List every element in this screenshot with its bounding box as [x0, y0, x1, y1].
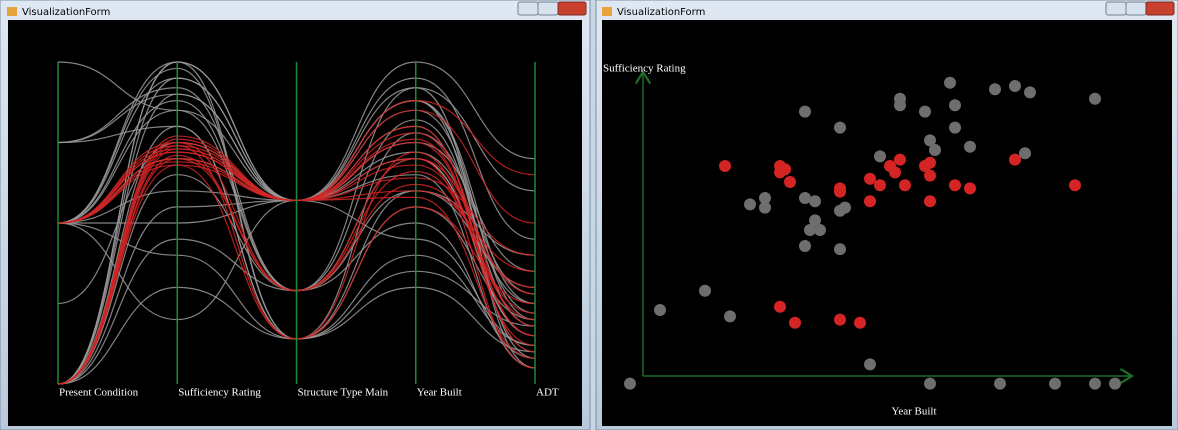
close-button[interactable] [557, 1, 587, 16]
point [719, 160, 731, 172]
axis-label: Present Condition [59, 387, 139, 399]
axis-label: Structure Type Main [298, 387, 389, 399]
point [874, 150, 886, 163]
point [894, 153, 906, 166]
point [1019, 147, 1031, 160]
maximize-button[interactable] [1125, 1, 1147, 16]
point [799, 105, 811, 118]
point [1069, 179, 1081, 192]
point [624, 377, 636, 390]
point [924, 134, 936, 147]
point [894, 99, 906, 112]
minimize-button[interactable] [517, 1, 539, 16]
point [774, 300, 786, 313]
point [1109, 377, 1121, 390]
point [789, 316, 801, 329]
y-axis-label: Sufficiency Rating [603, 63, 686, 75]
point [784, 176, 796, 188]
axis-label: Sufficiency Rating [178, 387, 261, 399]
point [924, 377, 936, 390]
point [929, 144, 941, 156]
point [874, 179, 886, 192]
window-title: VisualizationForm [22, 7, 110, 18]
point [1009, 80, 1021, 92]
window-right: VisualizationForm Sufficiency Rating Yea… [595, 0, 1178, 430]
point [699, 284, 711, 297]
point [724, 310, 736, 323]
point [809, 214, 821, 227]
axis-label: ADT [536, 387, 559, 399]
point [864, 172, 876, 185]
point [834, 185, 846, 198]
point [834, 313, 846, 326]
point [834, 121, 846, 134]
point [744, 198, 756, 211]
point [759, 192, 771, 204]
axis-label: Year Built [417, 387, 462, 399]
point [1089, 377, 1101, 390]
point [759, 201, 771, 214]
point [864, 358, 876, 371]
point [1024, 86, 1036, 99]
window-title: VisualizationForm [617, 7, 705, 18]
point [919, 105, 931, 118]
minimize-button[interactable] [1105, 1, 1127, 16]
point [799, 240, 811, 252]
maximize-button[interactable] [537, 1, 559, 16]
polyline [57, 174, 536, 385]
point [814, 224, 826, 236]
point [949, 121, 961, 134]
polyline [57, 125, 536, 385]
point [889, 166, 901, 179]
window-left: VisualizationForm [0, 0, 591, 430]
point [989, 83, 1001, 96]
point [949, 99, 961, 112]
point [774, 166, 786, 179]
point [899, 179, 911, 192]
x-axis-label: Year Built [891, 406, 936, 418]
point [994, 377, 1006, 390]
point [949, 179, 961, 192]
point [1049, 377, 1061, 390]
point [924, 169, 936, 182]
point [964, 182, 976, 195]
point [924, 195, 936, 208]
point [924, 156, 936, 169]
point [944, 76, 956, 89]
point [799, 192, 811, 204]
point [804, 224, 816, 236]
point [834, 243, 846, 256]
close-button[interactable] [1145, 1, 1175, 16]
polyline [57, 141, 536, 385]
point [839, 201, 851, 214]
point [1009, 153, 1021, 166]
point [964, 140, 976, 153]
point [854, 316, 866, 329]
point [654, 304, 666, 316]
point [864, 195, 876, 208]
point [809, 195, 821, 208]
point [1089, 92, 1101, 105]
polyline [57, 145, 536, 346]
